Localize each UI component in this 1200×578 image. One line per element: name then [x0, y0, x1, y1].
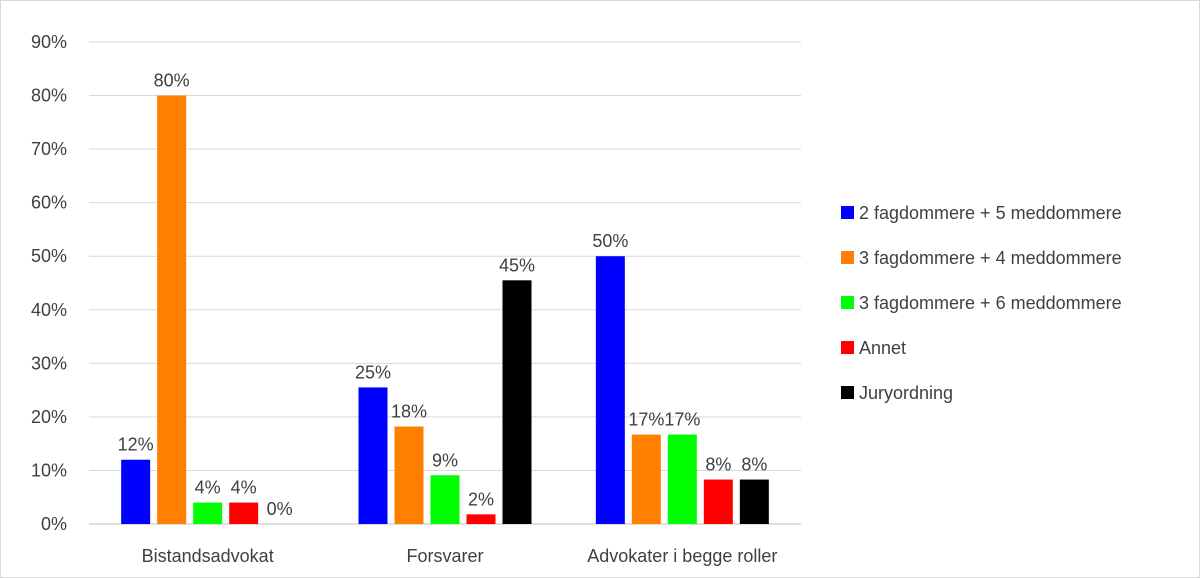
legend-item: 2 fagdommere + 5 meddommere: [841, 203, 1122, 223]
legend-swatch: [841, 206, 854, 219]
data-label: 8%: [741, 455, 767, 475]
legend-item: 3 fagdommere + 4 meddommere: [841, 248, 1122, 268]
data-label: 50%: [592, 231, 628, 251]
legend-swatch: [841, 251, 854, 264]
bar: [229, 502, 259, 524]
bar: [667, 434, 697, 524]
data-label: 25%: [355, 362, 391, 382]
legend-item: Annet: [841, 338, 906, 358]
data-label: 17%: [664, 410, 700, 430]
legend-label: 3 fagdommere + 4 meddommere: [859, 248, 1122, 268]
y-tick-label: 50%: [31, 246, 67, 266]
x-category-label: Advokater i begge roller: [587, 546, 777, 566]
bar: [193, 502, 223, 524]
data-label: 4%: [195, 478, 221, 498]
data-label: 45%: [499, 255, 535, 275]
legend-item: 3 fagdommere + 6 meddommere: [841, 293, 1122, 313]
legend-label: 3 fagdommere + 6 meddommere: [859, 293, 1122, 313]
bar: [394, 426, 424, 524]
data-label: 80%: [154, 71, 190, 91]
legend-item: Juryordning: [841, 383, 953, 403]
legend: 2 fagdommere + 5 meddommere 3 fagdommere …: [841, 203, 1122, 403]
data-label: 4%: [231, 478, 257, 498]
bar: [121, 459, 151, 524]
y-tick-label: 90%: [31, 32, 67, 52]
bars: [121, 95, 769, 525]
legend-label: 2 fagdommere + 5 meddommere: [859, 203, 1122, 223]
legend-swatch: [841, 386, 854, 399]
data-label: 18%: [391, 402, 427, 422]
y-tick-label: 80%: [31, 86, 67, 106]
bar: [157, 95, 187, 525]
data-label: 17%: [628, 410, 664, 430]
x-category-label: Bistandsadvokat: [142, 546, 274, 566]
y-axis: 0% 10% 20% 30% 40% 50% 60% 70% 80% 90%: [31, 32, 67, 534]
y-tick-label: 30%: [31, 353, 67, 373]
legend-label: Annet: [859, 338, 906, 358]
data-label: 12%: [118, 435, 154, 455]
y-tick-label: 10%: [31, 460, 67, 480]
bar: [358, 387, 388, 524]
data-label: 8%: [705, 455, 731, 475]
legend-swatch: [841, 341, 854, 354]
x-axis: Bistandsadvokat Forsvarer Advokater i begg…: [142, 546, 778, 566]
y-tick-label: 40%: [31, 300, 67, 320]
bar: [466, 514, 496, 524]
data-label: 9%: [432, 450, 458, 470]
data-label: 2%: [468, 489, 494, 509]
x-category-label: Forsvarer: [406, 546, 483, 566]
y-tick-label: 20%: [31, 407, 67, 427]
bar: [631, 434, 661, 524]
bar: [595, 256, 625, 524]
y-tick-label: 60%: [31, 193, 67, 213]
y-tick-label: 70%: [31, 139, 67, 159]
gridlines: [89, 41, 801, 525]
data-label: 0%: [267, 499, 293, 519]
bar: [430, 475, 460, 524]
legend-label: Juryordning: [859, 383, 953, 403]
data-labels: 12% 80% 4% 4% 0% 25%18% 9% 2% 45% 50% 17% 17% 8% 8%: [118, 71, 768, 519]
bar: [502, 280, 532, 524]
legend-swatch: [841, 296, 854, 309]
y-tick-label: 0%: [41, 514, 67, 534]
bar: [739, 479, 769, 524]
bar: [703, 479, 733, 524]
